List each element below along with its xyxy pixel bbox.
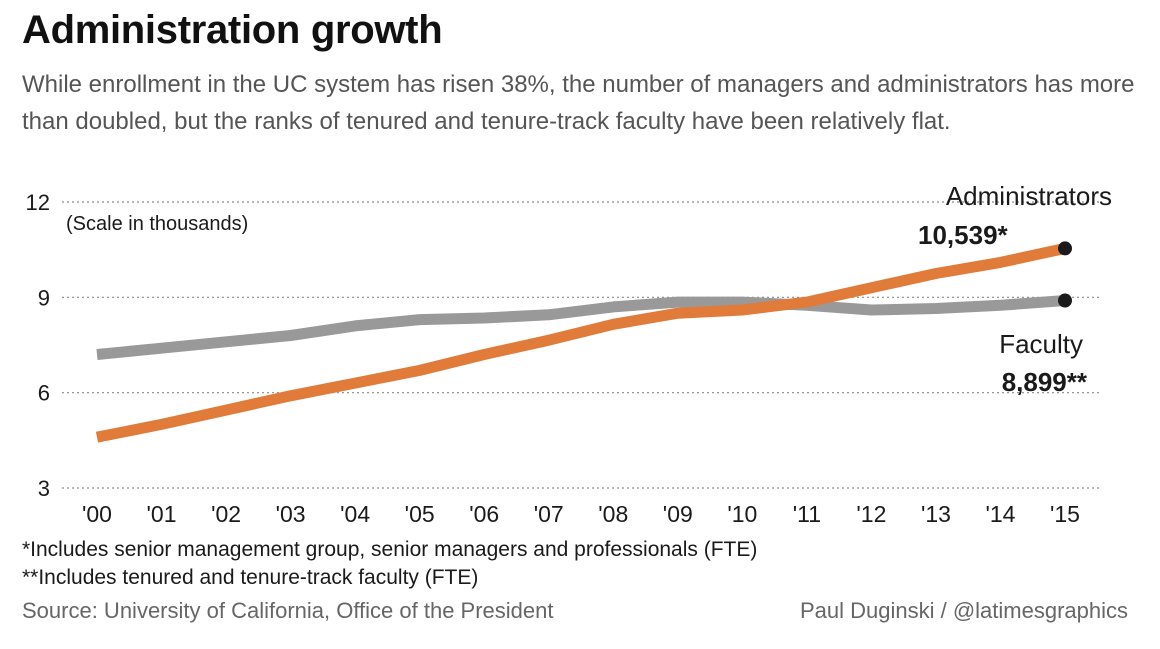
x-tick-label: '14	[985, 501, 1015, 527]
credit-text: Paul Duginski / @latimesgraphics	[799, 598, 1128, 623]
administrators-line	[95, 243, 1067, 443]
y-tick-label: 3	[38, 476, 50, 501]
administrators-value-label: 10,539*	[918, 220, 1009, 250]
y-tick-label: 9	[38, 285, 50, 310]
x-tick-label: '03	[276, 501, 306, 527]
footnote-administrators: *Includes senior management group, senio…	[22, 538, 758, 561]
x-tick-label: '10	[727, 501, 757, 527]
y-tick-label: 12	[26, 190, 50, 215]
y-tick-label: 6	[38, 381, 50, 406]
faculty-end-marker	[1058, 293, 1072, 308]
x-tick-label: '00	[82, 501, 112, 527]
x-tick-label: '04	[340, 501, 370, 527]
faculty-line	[96, 295, 1066, 360]
administrators-end-marker	[1058, 241, 1072, 256]
line-chart: 3 6 9 12 (Scale in thousands) '00 '01 '02 '03 '04…	[26, 181, 1112, 527]
x-tick-label: '12	[856, 501, 886, 527]
x-tick-label: '05	[405, 501, 435, 527]
source-text: Source: University of California, Office…	[22, 598, 554, 623]
faculty-series-label: Faculty	[999, 329, 1083, 359]
chart-title: Administration growth	[22, 8, 443, 52]
x-tick-label: '09	[663, 501, 693, 527]
x-tick-label: '11	[793, 501, 821, 527]
faculty-value-label: 8,899**	[1002, 367, 1088, 397]
x-tick-label: '07	[534, 501, 564, 527]
x-tick-label: '08	[598, 501, 628, 527]
x-tick-label: '02	[211, 501, 241, 527]
x-tick-label: '06	[469, 501, 499, 527]
administrators-series-label: Administrators	[946, 181, 1112, 211]
x-tick-label: '15	[1050, 501, 1080, 527]
scale-note: (Scale in thousands)	[66, 213, 248, 235]
footnote-faculty: **Includes tenured and tenure-track facu…	[22, 566, 479, 589]
chart-subtitle: While enrollment in the UC system has ri…	[22, 71, 1135, 135]
x-tick-label: '01	[147, 501, 177, 527]
x-tick-label: '13	[921, 501, 951, 527]
